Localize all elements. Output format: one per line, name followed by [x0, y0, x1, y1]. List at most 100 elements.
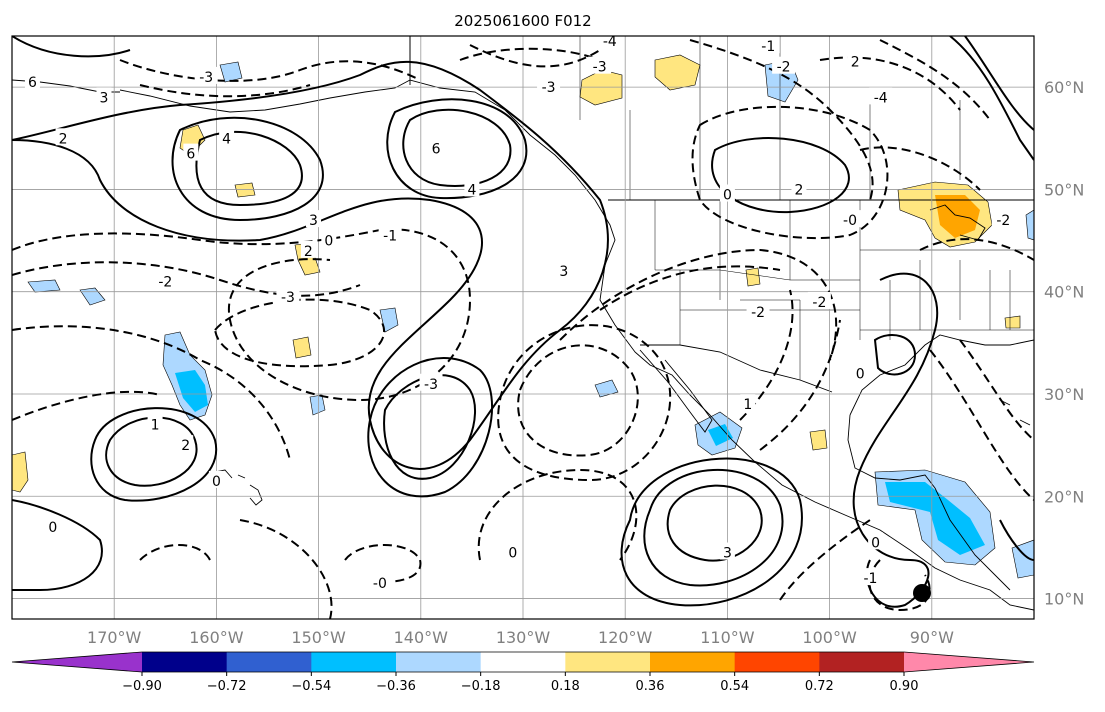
- contour-label-bg: [147, 414, 163, 432]
- colorbar: [11, 651, 1035, 673]
- colorbar-extend-high: [904, 652, 1034, 672]
- shade-patch: [292, 336, 312, 359]
- contour-line: [929, 349, 1034, 501]
- contour-label: 0: [723, 188, 732, 204]
- storm-marker: [913, 584, 931, 602]
- contour-label: 0: [508, 546, 517, 562]
- colorbar-segment: [650, 652, 736, 672]
- lat-tick-label: 40°N: [1044, 283, 1084, 302]
- contour-label: 0: [212, 474, 221, 490]
- contour-label-bg: [772, 56, 796, 74]
- colorbar-tick-labels: −0.90 −0.72 −0.54 −0.36 −0.18 0.18 0.36 0.54 0.7…: [122, 672, 918, 694]
- colorbar-segment: [226, 652, 312, 672]
- contour-label: -1: [761, 39, 775, 55]
- contour-label: 1: [743, 397, 752, 413]
- contour-label: 3: [100, 90, 109, 106]
- map-frame: [11, 35, 1035, 620]
- contour-label-bg: [756, 36, 780, 54]
- shade-patch: [708, 424, 733, 446]
- contour-label: -0: [373, 576, 387, 592]
- contour-label-bg: [321, 230, 337, 248]
- us-states: [654, 200, 1034, 380]
- contour-label: -0: [843, 213, 857, 229]
- shade-patch: [27, 279, 61, 293]
- canada-provinces: [579, 36, 961, 200]
- shade-patch: [1025, 209, 1034, 241]
- colorbar-tick-label: −0.90: [122, 679, 162, 694]
- lon-tick-label: 120°W: [598, 628, 653, 647]
- colorbar-tick-label: 0.90: [890, 679, 919, 694]
- contour-label-bg: [847, 51, 863, 69]
- contour-label: -2: [777, 60, 791, 76]
- chart-title: 2025061600 F012: [454, 12, 591, 30]
- contour-label-bg: [153, 271, 177, 289]
- contour-label-bg: [858, 568, 882, 586]
- colorbar-extend-low: [12, 652, 142, 672]
- shade-patch: [79, 287, 106, 306]
- lat-tick-label: 10°N: [1044, 590, 1084, 609]
- contour-label: -2: [751, 305, 765, 321]
- lon-tick-label: 160°W: [189, 628, 244, 647]
- contour-label: -3: [593, 60, 607, 76]
- colorbar-segment: [311, 652, 397, 672]
- lon-tick-label: 150°W: [291, 628, 346, 647]
- contour-label: 0: [871, 535, 880, 551]
- lat-tick-label: 20°N: [1044, 487, 1084, 506]
- lon-tick-label: 170°W: [87, 628, 142, 647]
- contour-label-bg: [428, 138, 444, 156]
- contour-label: 3: [309, 213, 318, 229]
- shade-patch: [12, 451, 29, 493]
- contour-label-bg: [276, 286, 300, 304]
- contour-line: [517, 344, 639, 457]
- contour-label: -4: [603, 34, 617, 50]
- contour-label-bg: [838, 210, 862, 228]
- shade-patch: [234, 182, 256, 198]
- contour-line: [779, 519, 871, 601]
- contour-label-bg: [55, 128, 71, 146]
- colorbar-tick-label: 0.18: [551, 679, 580, 694]
- contour-line: [759, 319, 841, 451]
- central-america: [934, 487, 1011, 591]
- contour-label-bg: [464, 179, 480, 197]
- us-mexico-border: [640, 344, 833, 393]
- contour-label-bg: [419, 373, 443, 391]
- contour-label-bg: [537, 77, 561, 95]
- shade-patch: [809, 429, 828, 451]
- contour-line: [689, 39, 874, 201]
- contour-label-bg: [740, 394, 756, 412]
- contour-label-bg: [588, 56, 612, 74]
- shade-patch: [175, 370, 208, 412]
- colorbar-segment: [396, 652, 482, 672]
- contour-label: 6: [432, 142, 441, 158]
- shade-patch: [1004, 315, 1021, 329]
- contour-line: [666, 484, 763, 562]
- contour-label-bg: [305, 210, 321, 228]
- colorbar-tick-label: 0.54: [720, 679, 749, 694]
- contour-label: 6: [28, 75, 37, 91]
- contour-label: -3: [542, 80, 556, 96]
- contour-line: [599, 265, 781, 311]
- colorbar-segment: [565, 652, 651, 672]
- contour-line: [90, 407, 218, 502]
- contour-label: -4: [874, 90, 888, 106]
- contour-label-bg: [96, 87, 112, 105]
- contour-line: [12, 261, 361, 297]
- colorbar-tick-label: −0.18: [461, 679, 501, 694]
- contour-label: 2: [851, 55, 860, 71]
- contour-line: [959, 339, 1034, 441]
- lon-tick-label: 100°W: [802, 628, 857, 647]
- contour-line: [12, 499, 103, 591]
- contour-label-bg: [719, 542, 735, 560]
- contour-line: [12, 36, 131, 58]
- contour-label-bg: [178, 435, 194, 453]
- contour-line: [477, 468, 638, 561]
- contour-label: -2: [996, 213, 1010, 229]
- contour-label: -3: [281, 290, 295, 306]
- contour-line: [119, 59, 421, 82]
- contour-label-bg: [869, 87, 893, 105]
- contour-line: [402, 108, 512, 187]
- coastlines: [12, 36, 1034, 611]
- contour-line: [620, 457, 803, 607]
